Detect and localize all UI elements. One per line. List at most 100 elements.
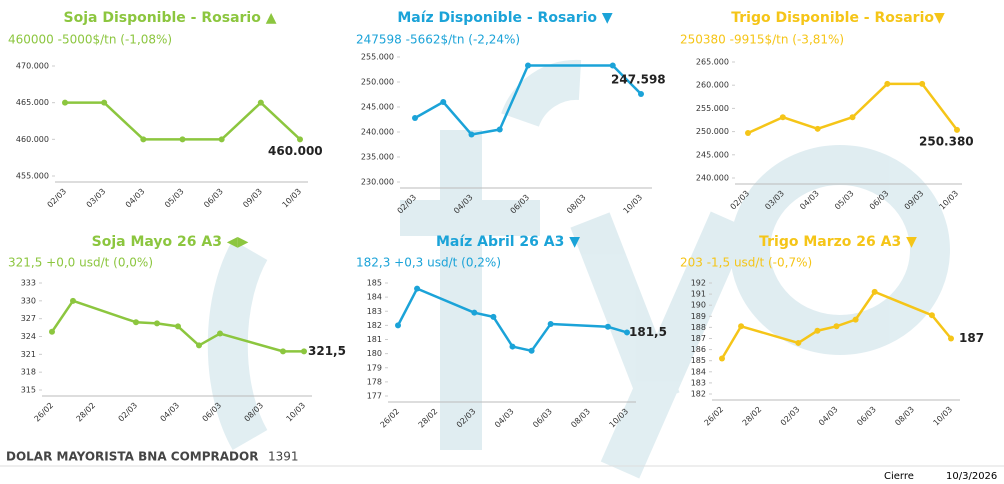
chart-title: Soja Disponible - Rosario ▲	[64, 10, 277, 26]
y-tick-label: 180	[367, 349, 382, 358]
data-point	[471, 309, 478, 316]
y-tick-label: 245.000	[361, 103, 394, 112]
y-tick-label: 260.000	[696, 81, 729, 90]
y-tick-label: 460.000	[16, 135, 49, 144]
data-point	[468, 131, 475, 138]
y-tick-label: 318	[21, 368, 36, 377]
y-tick-label: 250.000	[361, 78, 394, 87]
data-point	[101, 99, 108, 106]
data-point	[624, 329, 630, 336]
data-point	[919, 80, 926, 87]
y-tick-label: 265.000	[696, 58, 729, 67]
data-point	[49, 328, 55, 335]
y-tick-label: 240.000	[696, 174, 729, 183]
value-label: 247.598	[611, 73, 666, 87]
close-label: Cierre	[884, 471, 914, 482]
data-point	[745, 129, 751, 136]
watermark	[207, 59, 950, 479]
y-tick-label: 327	[21, 314, 36, 323]
data-point	[395, 322, 401, 329]
value-label: 187	[959, 331, 984, 345]
y-tick-label: 184	[367, 293, 382, 302]
value-label: 181,5	[629, 325, 667, 339]
y-tick-label: 192	[691, 279, 706, 288]
data-point	[217, 330, 223, 337]
data-point	[884, 80, 891, 87]
y-tick-label: 183	[691, 378, 706, 387]
y-tick-label: 185	[367, 279, 382, 288]
y-tick-label: 178	[367, 377, 382, 386]
y-tick-label: 330	[21, 296, 36, 305]
data-point	[795, 339, 802, 346]
y-tick-label: 181	[367, 335, 382, 344]
y-tick-label: 465.000	[16, 98, 49, 107]
y-tick-label: 190	[691, 301, 706, 310]
value-label: 321,5	[308, 344, 346, 358]
value-label: 250.380	[919, 134, 974, 148]
footer-label: DOLAR MAYORISTA BNA COMPRADOR	[6, 450, 258, 464]
y-tick-label: 191	[691, 290, 706, 299]
data-point	[509, 343, 516, 350]
data-point	[814, 327, 821, 334]
y-tick-label: 186	[691, 345, 706, 354]
data-point	[297, 136, 303, 143]
value-label: 460.000	[268, 144, 323, 158]
y-tick-label: 187	[691, 334, 706, 343]
y-tick-label: 182	[691, 390, 706, 399]
y-tick-label: 333	[21, 279, 36, 288]
data-point	[948, 335, 954, 342]
chart-title: Trigo Disponible - Rosario▼	[731, 10, 945, 26]
data-point	[175, 323, 181, 330]
y-tick-label: 188	[691, 323, 706, 332]
y-tick-label: 455.000	[16, 172, 49, 181]
data-point	[954, 126, 960, 133]
y-tick-label: 183	[367, 307, 382, 316]
y-tick-label: 240.000	[361, 128, 394, 137]
data-point	[871, 288, 878, 295]
chart-subtitle: 182,3 +0,3 usd/t (0,2%)	[356, 256, 501, 270]
data-point	[814, 125, 821, 132]
y-tick-label: 470.000	[16, 62, 49, 71]
chart-title: Trigo Marzo 26 A3 ▼	[759, 234, 917, 250]
footer-value: 1391	[268, 450, 299, 464]
y-tick-label: 230.000	[361, 178, 394, 187]
data-point	[490, 313, 497, 320]
y-tick-label: 179	[367, 363, 382, 372]
y-tick-label: 185	[691, 356, 706, 365]
y-tick-label: 315	[21, 386, 36, 395]
data-point	[609, 62, 616, 69]
chart-subtitle: 250380 -9915$/tn (-3,81%)	[680, 33, 844, 47]
chart-subtitle: 247598 -5662$/tn (-2,24%)	[356, 33, 520, 47]
chart-subtitle: 460000 -5000$/tn (-1,08%)	[8, 33, 172, 47]
data-point	[928, 312, 935, 319]
data-point	[833, 323, 840, 330]
data-point	[62, 99, 68, 106]
data-point	[849, 114, 856, 121]
y-tick-label: 184	[691, 367, 706, 376]
data-point	[179, 136, 186, 143]
y-tick-label: 321	[21, 350, 36, 359]
data-point	[638, 91, 644, 98]
data-point	[440, 99, 447, 105]
data-point	[196, 342, 202, 349]
data-point	[719, 355, 725, 362]
data-point	[140, 136, 147, 143]
data-point	[154, 320, 160, 327]
data-point	[70, 297, 76, 304]
data-point	[133, 319, 139, 326]
data-point	[547, 320, 554, 327]
y-tick-label: 255.000	[361, 53, 394, 62]
data-point	[257, 99, 264, 106]
data-point	[779, 114, 786, 121]
y-tick-label: 245.000	[696, 150, 729, 159]
data-point	[414, 285, 421, 292]
chart-title: Maíz Disponible - Rosario ▼	[397, 10, 613, 26]
data-point	[852, 316, 859, 323]
y-tick-label: 324	[21, 332, 36, 341]
y-tick-label: 177	[367, 392, 382, 401]
y-tick-label: 189	[691, 312, 706, 321]
y-tick-label: 250.000	[696, 127, 729, 136]
data-point	[525, 62, 531, 69]
